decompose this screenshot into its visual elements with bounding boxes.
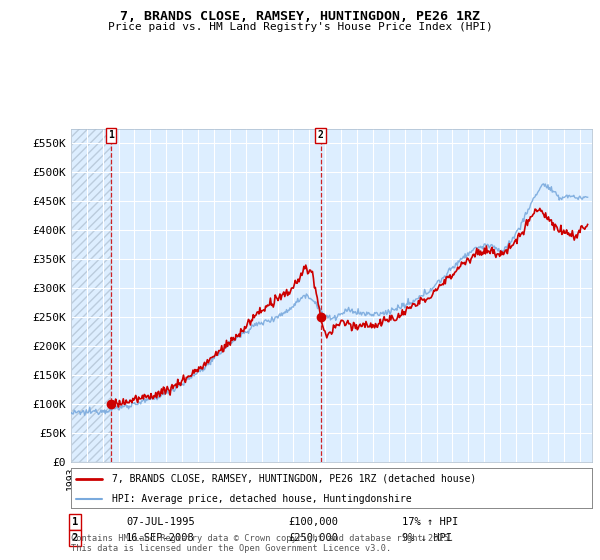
Text: 07-JUL-1995: 07-JUL-1995 xyxy=(126,517,195,527)
Text: HPI: Average price, detached house, Huntingdonshire: HPI: Average price, detached house, Hunt… xyxy=(112,494,412,504)
Text: 17% ↑ HPI: 17% ↑ HPI xyxy=(402,517,458,527)
Text: 1: 1 xyxy=(72,517,78,527)
Text: 9% ↓ HPI: 9% ↓ HPI xyxy=(402,533,452,543)
Text: 7, BRANDS CLOSE, RAMSEY, HUNTINGDON, PE26 1RZ (detached house): 7, BRANDS CLOSE, RAMSEY, HUNTINGDON, PE2… xyxy=(112,474,477,484)
Text: £250,000: £250,000 xyxy=(288,533,338,543)
Text: Price paid vs. HM Land Registry's House Price Index (HPI): Price paid vs. HM Land Registry's House … xyxy=(107,22,493,32)
Text: 7, BRANDS CLOSE, RAMSEY, HUNTINGDON, PE26 1RZ: 7, BRANDS CLOSE, RAMSEY, HUNTINGDON, PE2… xyxy=(120,10,480,23)
Text: 1: 1 xyxy=(108,130,114,141)
Text: 16-SEP-2008: 16-SEP-2008 xyxy=(126,533,195,543)
Text: £100,000: £100,000 xyxy=(288,517,338,527)
Bar xyxy=(71,129,111,462)
Text: Contains HM Land Registry data © Crown copyright and database right 2025.
This d: Contains HM Land Registry data © Crown c… xyxy=(71,534,454,553)
Text: 2: 2 xyxy=(317,130,323,141)
Text: 2: 2 xyxy=(72,533,78,543)
